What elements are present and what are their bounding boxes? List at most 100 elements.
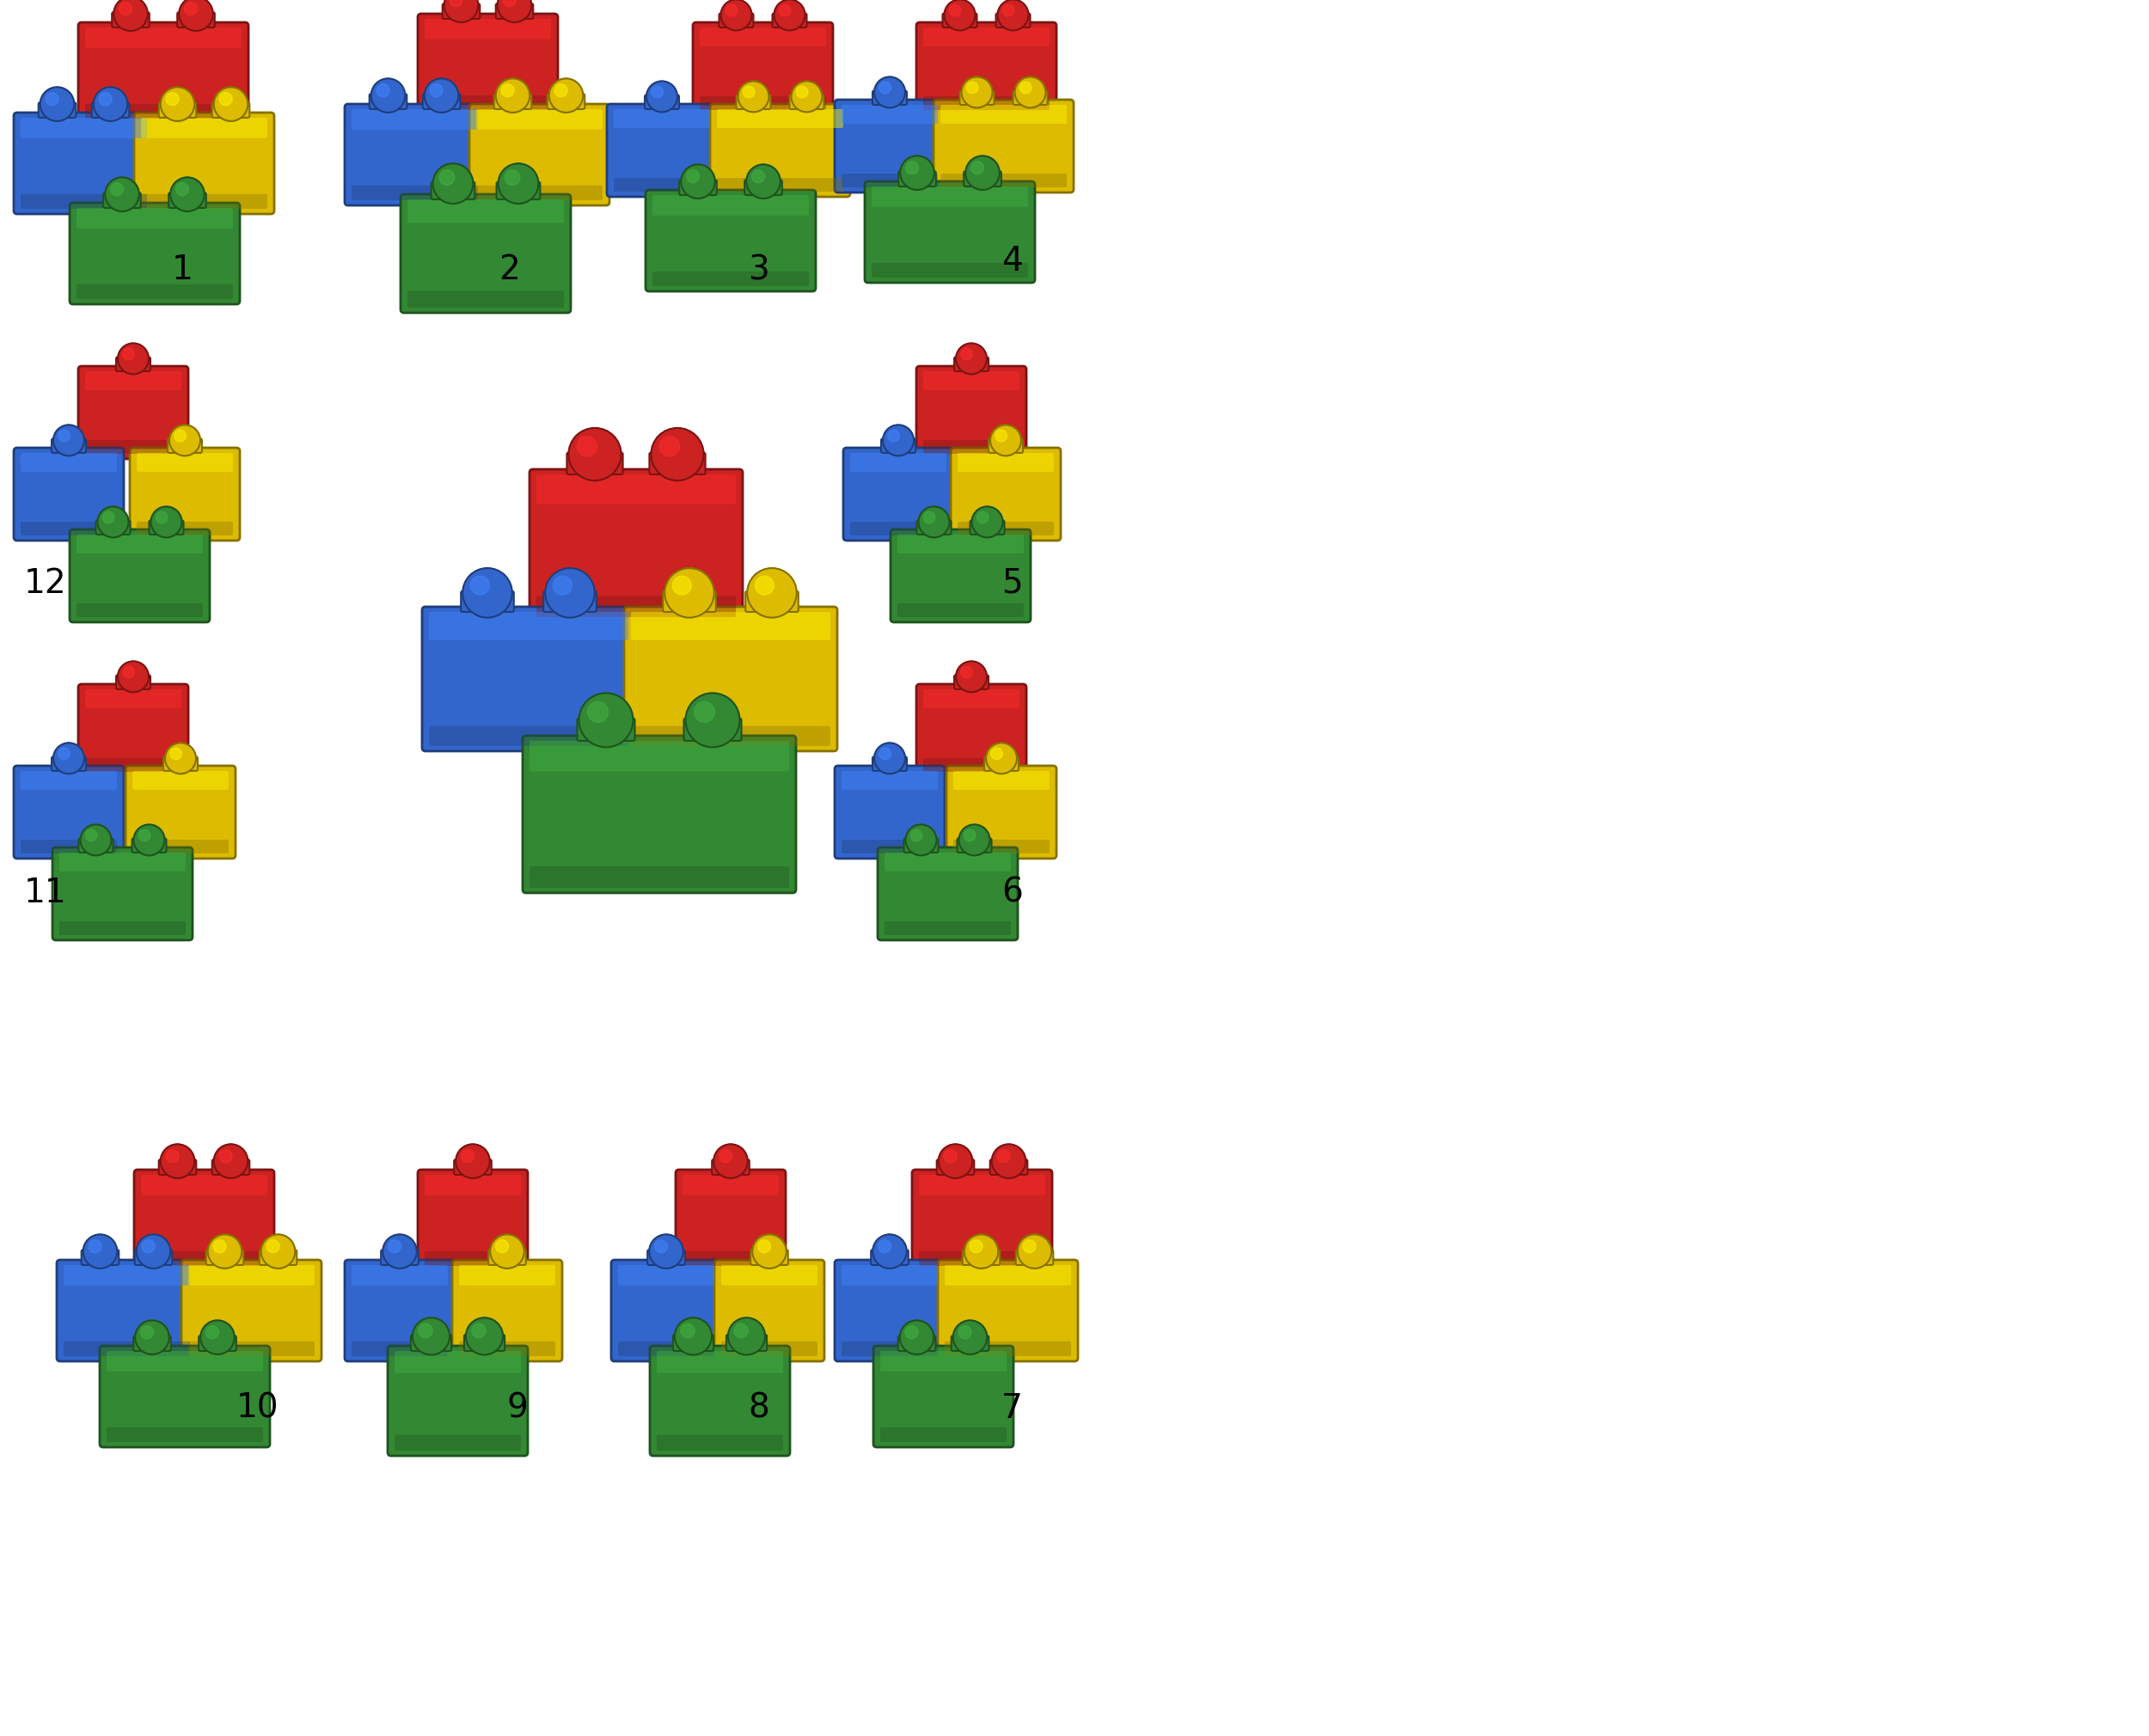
FancyBboxPatch shape bbox=[864, 181, 1036, 283]
Circle shape bbox=[997, 1149, 1010, 1163]
FancyBboxPatch shape bbox=[39, 102, 75, 118]
Text: 12: 12 bbox=[24, 568, 67, 601]
FancyBboxPatch shape bbox=[60, 852, 185, 871]
Circle shape bbox=[122, 667, 135, 679]
FancyBboxPatch shape bbox=[86, 28, 241, 49]
Circle shape bbox=[748, 568, 797, 618]
FancyBboxPatch shape bbox=[496, 3, 533, 19]
FancyBboxPatch shape bbox=[352, 1266, 447, 1285]
Circle shape bbox=[54, 743, 84, 774]
Circle shape bbox=[157, 512, 168, 523]
FancyBboxPatch shape bbox=[97, 521, 131, 535]
FancyBboxPatch shape bbox=[107, 1427, 262, 1443]
FancyBboxPatch shape bbox=[522, 736, 795, 892]
FancyBboxPatch shape bbox=[86, 104, 241, 118]
Circle shape bbox=[879, 748, 892, 760]
Circle shape bbox=[58, 431, 71, 441]
Circle shape bbox=[943, 0, 976, 31]
FancyBboxPatch shape bbox=[77, 366, 189, 458]
FancyBboxPatch shape bbox=[709, 104, 851, 196]
FancyBboxPatch shape bbox=[872, 1345, 1014, 1448]
Circle shape bbox=[122, 349, 135, 359]
FancyBboxPatch shape bbox=[898, 1335, 935, 1351]
Circle shape bbox=[213, 87, 247, 122]
Circle shape bbox=[496, 0, 531, 23]
FancyBboxPatch shape bbox=[954, 840, 1049, 854]
FancyBboxPatch shape bbox=[842, 1266, 937, 1285]
Circle shape bbox=[466, 1318, 503, 1354]
FancyBboxPatch shape bbox=[64, 1342, 189, 1356]
FancyBboxPatch shape bbox=[1012, 90, 1047, 104]
Circle shape bbox=[956, 344, 986, 375]
FancyBboxPatch shape bbox=[851, 453, 946, 472]
Circle shape bbox=[170, 177, 204, 212]
FancyBboxPatch shape bbox=[915, 366, 1027, 458]
FancyBboxPatch shape bbox=[872, 757, 907, 771]
Circle shape bbox=[651, 87, 664, 97]
FancyBboxPatch shape bbox=[176, 12, 215, 28]
FancyBboxPatch shape bbox=[673, 1335, 713, 1351]
FancyBboxPatch shape bbox=[963, 1250, 999, 1266]
Circle shape bbox=[965, 830, 976, 842]
Circle shape bbox=[438, 170, 456, 186]
FancyBboxPatch shape bbox=[352, 1342, 447, 1356]
Text: 2: 2 bbox=[499, 253, 520, 286]
FancyBboxPatch shape bbox=[834, 1260, 946, 1361]
Circle shape bbox=[54, 425, 84, 457]
Circle shape bbox=[118, 2, 131, 16]
Circle shape bbox=[86, 830, 97, 842]
FancyBboxPatch shape bbox=[344, 104, 486, 205]
FancyBboxPatch shape bbox=[750, 1250, 789, 1266]
FancyBboxPatch shape bbox=[494, 94, 531, 109]
Circle shape bbox=[1004, 5, 1014, 16]
Circle shape bbox=[649, 1234, 683, 1269]
FancyBboxPatch shape bbox=[426, 1175, 520, 1196]
Circle shape bbox=[471, 576, 490, 595]
FancyBboxPatch shape bbox=[13, 448, 125, 540]
Circle shape bbox=[219, 92, 232, 106]
FancyBboxPatch shape bbox=[410, 1335, 451, 1351]
FancyBboxPatch shape bbox=[395, 1436, 520, 1451]
Circle shape bbox=[965, 1234, 999, 1269]
Circle shape bbox=[905, 825, 937, 856]
FancyBboxPatch shape bbox=[77, 535, 202, 554]
FancyBboxPatch shape bbox=[537, 595, 735, 616]
FancyBboxPatch shape bbox=[842, 104, 937, 123]
FancyBboxPatch shape bbox=[954, 771, 1049, 790]
FancyBboxPatch shape bbox=[112, 12, 150, 28]
Circle shape bbox=[971, 507, 1004, 538]
Circle shape bbox=[587, 701, 608, 722]
FancyBboxPatch shape bbox=[726, 1335, 767, 1351]
Circle shape bbox=[135, 1321, 170, 1354]
FancyBboxPatch shape bbox=[86, 759, 181, 773]
FancyBboxPatch shape bbox=[877, 847, 1019, 941]
Circle shape bbox=[961, 76, 993, 108]
Circle shape bbox=[754, 576, 774, 595]
FancyBboxPatch shape bbox=[645, 95, 679, 109]
FancyBboxPatch shape bbox=[952, 1335, 989, 1351]
FancyBboxPatch shape bbox=[683, 1175, 778, 1196]
Circle shape bbox=[161, 87, 196, 122]
Circle shape bbox=[110, 182, 122, 196]
FancyBboxPatch shape bbox=[133, 1335, 172, 1351]
FancyBboxPatch shape bbox=[80, 838, 114, 852]
Circle shape bbox=[97, 507, 129, 538]
FancyBboxPatch shape bbox=[737, 95, 771, 109]
Circle shape bbox=[961, 349, 973, 359]
FancyBboxPatch shape bbox=[881, 439, 915, 453]
Circle shape bbox=[383, 1234, 417, 1269]
FancyBboxPatch shape bbox=[52, 757, 86, 771]
FancyBboxPatch shape bbox=[138, 521, 232, 535]
FancyBboxPatch shape bbox=[13, 766, 125, 859]
FancyBboxPatch shape bbox=[548, 94, 585, 109]
FancyBboxPatch shape bbox=[52, 847, 193, 941]
Circle shape bbox=[888, 431, 900, 441]
Circle shape bbox=[883, 425, 913, 457]
Circle shape bbox=[174, 431, 187, 441]
FancyBboxPatch shape bbox=[898, 535, 1023, 554]
Circle shape bbox=[879, 1240, 892, 1253]
FancyBboxPatch shape bbox=[168, 439, 202, 453]
FancyBboxPatch shape bbox=[417, 1170, 529, 1271]
Circle shape bbox=[140, 830, 150, 842]
Circle shape bbox=[875, 76, 905, 108]
